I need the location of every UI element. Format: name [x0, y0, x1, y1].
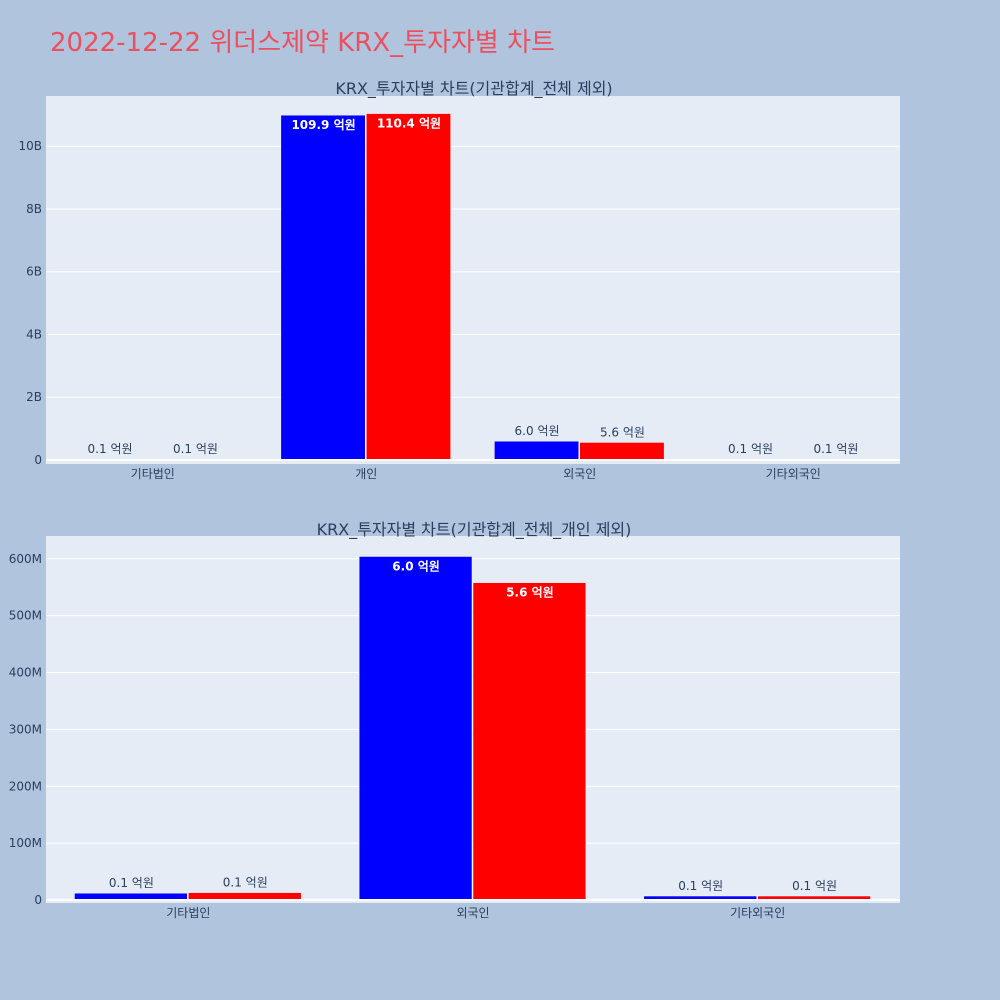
bar	[358, 556, 473, 901]
data-label: 0.1 억원	[223, 876, 268, 890]
page-title: 2022-12-22 위더스제약 KRX_투자자별 차트	[50, 28, 555, 58]
x-tick-label: 개인	[355, 467, 377, 481]
chart-title-1: KRX_투자자별 차트(기관합계_전체 제외)	[335, 79, 612, 99]
x-tick-label: 기타법인	[131, 467, 175, 481]
data-label: 0.1 억원	[728, 442, 773, 456]
y-tick-label: 200M	[9, 779, 42, 793]
x-tick-label: 외국인	[563, 467, 596, 481]
y-tick-label: 8B	[26, 202, 42, 216]
bar	[579, 442, 665, 461]
y-tick-label: 0	[34, 453, 42, 467]
bar	[280, 114, 366, 461]
data-label: 5.6 억원	[600, 425, 645, 439]
plot-area-1	[46, 96, 900, 464]
y-tick-label: 300M	[9, 722, 42, 736]
data-label: 109.9 억원	[291, 118, 355, 132]
data-label: 0.1 억원	[813, 442, 858, 456]
y-tick-label: 2B	[26, 390, 42, 404]
data-label: 0.1 억원	[109, 876, 154, 890]
y-tick-label: 0	[34, 893, 42, 907]
x-tick-label: 외국인	[456, 906, 489, 920]
y-tick-label: 500M	[9, 609, 42, 623]
data-label: 6.0 억원	[392, 559, 440, 573]
data-label: 0.1 억원	[88, 442, 133, 456]
bar	[472, 582, 587, 901]
data-label: 0.1 억원	[678, 879, 723, 893]
data-label: 5.6 억원	[506, 586, 554, 600]
bar	[74, 892, 188, 901]
y-tick-label: 600M	[9, 552, 42, 566]
x-tick-label: 기타법인	[166, 906, 210, 920]
x-tick-label: 기타외국인	[766, 467, 821, 481]
bar	[494, 440, 580, 461]
x-tick-label: 기타외국인	[730, 906, 785, 920]
data-label: 6.0 억원	[515, 424, 560, 438]
y-tick-label: 100M	[9, 836, 42, 850]
bar	[366, 113, 451, 461]
data-label: 110.4 억원	[377, 117, 441, 131]
y-tick-label: 400M	[9, 666, 42, 680]
y-tick-label: 10B	[18, 139, 42, 153]
y-tick-label: 6B	[26, 265, 42, 279]
y-tick-label: 4B	[26, 327, 42, 341]
data-label: 0.1 억원	[792, 879, 837, 893]
data-label: 0.1 억원	[173, 442, 218, 456]
chart-title-2: KRX_투자자별 차트(기관합계_전체_개인 제외)	[317, 520, 632, 540]
bar	[188, 892, 302, 901]
